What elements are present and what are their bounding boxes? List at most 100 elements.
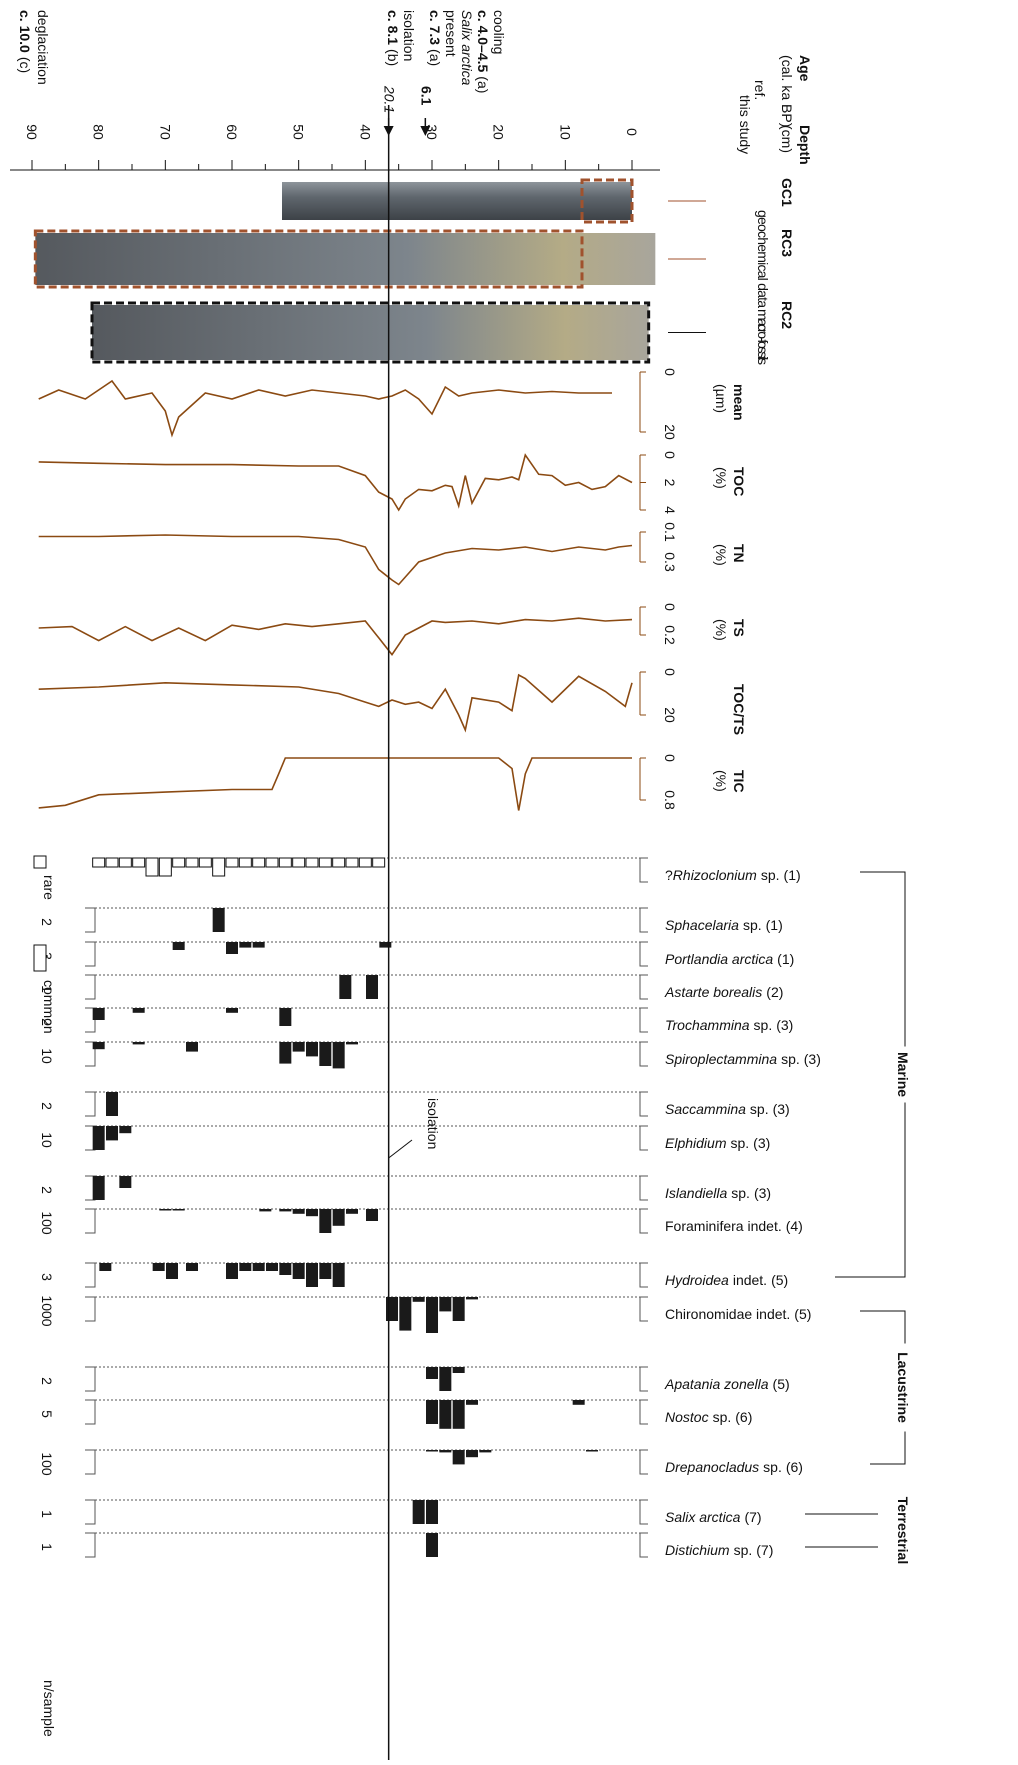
taxon-bar	[306, 1209, 318, 1217]
taxon-label: Hydroidea indet. (5)	[665, 1272, 788, 1288]
curve-name: mean	[731, 384, 747, 421]
ref: (6)	[786, 1459, 803, 1475]
suffix: indet.	[733, 1272, 767, 1288]
taxon-name: Saccammina	[665, 1101, 746, 1117]
taxon-bar	[172, 857, 186, 868]
row-tick-label: 1	[39, 985, 55, 993]
taxon-bar	[92, 1176, 105, 1200]
taxon-bar	[332, 1209, 345, 1226]
sampled-interval	[90, 301, 651, 364]
ref: (7)	[756, 1542, 773, 1558]
taxon-bar	[92, 1042, 105, 1050]
row-tick-label: 10	[39, 1048, 55, 1064]
ref: (1)	[777, 951, 794, 967]
depth-tick-label: 20	[491, 124, 507, 140]
taxon-bar	[305, 857, 319, 868]
taxon-label: Islandiella sp. (3)	[665, 1185, 771, 1201]
group-label-bg	[896, 1046, 914, 1103]
taxon-bar	[358, 857, 372, 868]
curve-name: TIC	[731, 770, 747, 793]
event-age: c. 4.0–4.5 (a)	[475, 10, 491, 93]
taxon-label: Salix arctica (7)	[665, 1509, 762, 1525]
taxon-bar	[292, 1263, 305, 1279]
taxon-bar	[292, 1042, 305, 1052]
taxon-label: ?Rhizoclonium sp. (1)	[665, 867, 801, 883]
row-bracket-left	[85, 1041, 96, 1067]
taxon-bar	[346, 1209, 358, 1214]
row-bracket-left	[85, 1449, 96, 1475]
suffix: sp.	[750, 1101, 769, 1117]
ref: (3)	[753, 1135, 770, 1151]
suffix: sp.	[781, 1051, 800, 1067]
row-bracket-right	[639, 974, 648, 1000]
taxon-bar	[279, 1008, 292, 1026]
taxon-bar	[279, 1263, 292, 1275]
taxon-label: Drepanocladus sp. (6)	[665, 1459, 803, 1475]
taxon-label: Foraminifera indet. (4)	[665, 1218, 803, 1234]
ref: (3)	[773, 1101, 790, 1117]
row-bracket-left	[85, 941, 96, 967]
taxon-bar	[332, 1263, 345, 1287]
taxon-bar	[452, 1400, 465, 1429]
row-tick-label: 5	[39, 1410, 55, 1418]
age-title: Age	[797, 55, 813, 82]
taxon-bar	[259, 1209, 272, 1212]
source: (a)	[475, 76, 491, 93]
row-tick-label: 2	[39, 1102, 55, 1110]
taxon-bar	[586, 1450, 598, 1452]
taxon-name: Spiroplectammina	[665, 1051, 777, 1067]
depth-tick-label: 80	[91, 124, 107, 140]
row-bracket-left	[85, 1208, 96, 1234]
taxon-label: Astarte borealis (2)	[664, 984, 783, 1000]
row-bracket-right	[639, 1125, 648, 1151]
taxon-bar	[145, 857, 159, 877]
taxon-label: Distichium sp. (7)	[665, 1542, 773, 1558]
depth-tick-label: 10	[557, 124, 573, 140]
depth-tick-label: 30	[424, 124, 440, 140]
taxon-bar	[225, 857, 239, 868]
taxon-name: Elphidium	[665, 1135, 727, 1151]
taxon-bar	[479, 1450, 492, 1453]
taxon-bar	[379, 942, 392, 948]
row-bracket-left	[85, 1262, 96, 1288]
age: c. 7.3	[427, 10, 443, 45]
row-bracket-right	[639, 1296, 648, 1322]
curve-unit: (%)	[713, 770, 729, 792]
event-text: deglaciation	[35, 10, 51, 85]
taxon-bar	[292, 857, 306, 868]
ref: (3)	[776, 1017, 793, 1033]
taxon-name: Portlandia arctica	[665, 951, 773, 967]
taxon-name: Chironomidae indet.	[665, 1306, 790, 1322]
row-tick-label: 3	[39, 952, 55, 960]
taxon-bar	[106, 1092, 118, 1116]
curve	[38, 453, 633, 512]
taxon-bar	[226, 1263, 238, 1279]
study-age: 20.1	[382, 85, 398, 113]
depth-tick-label: 50	[291, 124, 307, 140]
curve-tick-label: 0	[662, 603, 678, 611]
suffix: sp.	[713, 1409, 732, 1425]
taxon-bar	[159, 1209, 172, 1211]
curve-unit: (%)	[713, 544, 729, 566]
taxon-name: Apatania zonella	[664, 1376, 769, 1392]
depth-tick-label: 70	[157, 124, 173, 140]
event-text: isolation	[401, 10, 417, 61]
curve-name: TS	[731, 619, 747, 637]
ref: (2)	[766, 984, 783, 1000]
taxon-label: Trochammina sp. (3)	[665, 1017, 793, 1033]
taxon-bar	[292, 1209, 305, 1214]
row-bracket-right	[639, 857, 648, 883]
taxon-label: Spiroplectammina sp. (3)	[665, 1051, 821, 1067]
depth-tick-label: 90	[24, 124, 40, 140]
suffix: sp.	[761, 867, 780, 883]
taxon-name: Sphacelaria	[665, 917, 739, 933]
row-tick-label: 1	[39, 1510, 55, 1518]
row-bracket-left	[85, 1366, 96, 1392]
taxon-name: Drepanocladus	[665, 1459, 759, 1475]
ref: (5)	[771, 1272, 788, 1288]
taxon-bar	[306, 1042, 318, 1057]
taxon-bar	[346, 1042, 358, 1045]
row-bracket-right	[639, 1366, 648, 1392]
source: (c)	[17, 57, 33, 73]
ref: (4)	[786, 1218, 803, 1234]
